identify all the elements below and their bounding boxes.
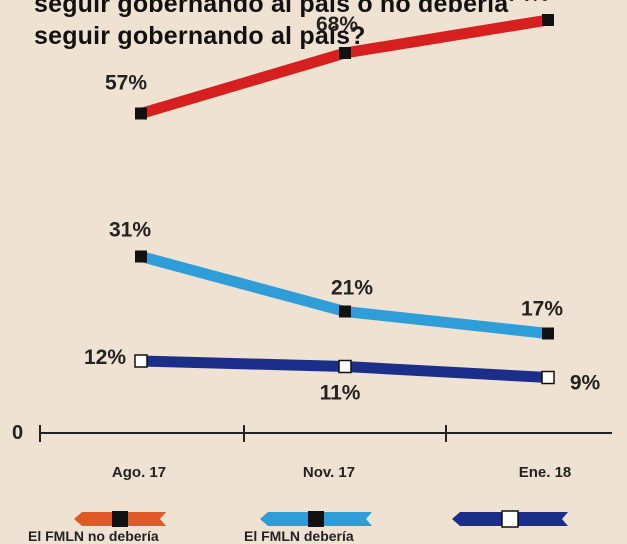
data-label: 9%	[570, 372, 601, 395]
x-tick-label-nov-17: Nov. 17	[302, 464, 356, 481]
data-point-marker	[541, 370, 555, 385]
data-point-marker	[339, 47, 351, 59]
data-label: 12%	[84, 346, 126, 369]
data-point-marker	[542, 14, 554, 26]
data-point-marker	[135, 250, 147, 263]
data-label: 21%	[331, 277, 373, 300]
data-label: 57%	[105, 72, 147, 95]
data-label: 68%	[316, 13, 358, 36]
data-point-marker	[542, 327, 554, 340]
x-tick-label-ene-18: Ene. 18	[518, 464, 572, 481]
data-label: 17%	[521, 298, 563, 321]
chart-title-line-2: seguir gobernando al país?	[34, 22, 366, 50]
data-label: 74%	[507, 0, 549, 6]
x-tick-label-ago-17: Ago. 17	[111, 464, 167, 481]
legend-marker-2	[501, 510, 519, 528]
data-label: 11%	[320, 382, 361, 405]
data-point-marker	[134, 354, 148, 368]
legend-marker-1	[308, 511, 324, 527]
legend-marker-0	[112, 511, 128, 527]
legend-label-no-deberia: El FMLN no debería	[28, 528, 159, 544]
chart-title-line-1: seguir gobernando al país o no debería	[34, 0, 509, 18]
data-point-marker	[339, 305, 351, 318]
y-axis-zero-label: 0	[12, 422, 24, 444]
data-point-marker	[135, 107, 147, 120]
data-label: 31%	[109, 219, 151, 242]
data-point-marker	[338, 359, 352, 374]
legend-label-deberia: El FMLN debería	[244, 528, 354, 544]
